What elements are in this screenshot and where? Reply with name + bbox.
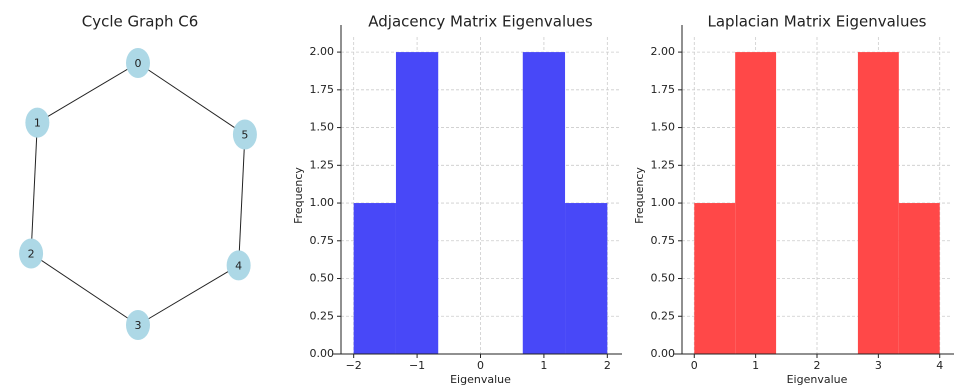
chart-title: Adjacency Matrix Eigenvalues [368, 13, 593, 31]
x-tick-label: −1 [409, 359, 425, 372]
bar [395, 52, 439, 354]
x-tick-label: −2 [346, 359, 362, 372]
chart-title: Cycle Graph C6 [82, 13, 199, 31]
bar [735, 52, 777, 354]
y-tick-label: 1.50 [310, 121, 335, 134]
edge [37, 62, 139, 124]
bar [857, 52, 899, 354]
y-tick-label: 0.00 [651, 347, 676, 360]
node [25, 107, 50, 138]
y-axis-label: Frequency [633, 167, 646, 224]
edge [30, 253, 139, 326]
y-tick-label: 1.75 [651, 83, 676, 96]
y-tick-label: 0.25 [310, 309, 335, 322]
y-tick-label: 0.00 [310, 347, 335, 360]
y-tick-label: 1.25 [310, 158, 335, 171]
y-tick-label: 0.50 [651, 272, 676, 285]
y-tick-label: 2.00 [310, 45, 335, 58]
x-axis-label: Eigenvalue [787, 373, 848, 386]
node [226, 250, 251, 281]
x-axis-label: Eigenvalue [450, 373, 511, 386]
y-tick-label: 0.75 [310, 234, 335, 247]
y-tick-label: 1.00 [310, 196, 335, 209]
node-label: 4 [235, 259, 242, 272]
node-label: 1 [34, 117, 41, 130]
node-label: 3 [135, 319, 142, 332]
edge [137, 264, 239, 326]
bar [522, 52, 566, 354]
y-axis-label: Frequency [292, 167, 305, 224]
y-tick-label: 1.25 [651, 158, 676, 171]
bar [353, 203, 396, 354]
x-tick-label: 1 [752, 359, 759, 372]
node [19, 238, 44, 269]
node-label: 2 [28, 247, 35, 260]
y-tick-label: 0.50 [310, 272, 335, 285]
node [232, 119, 257, 150]
x-tick-label: 0 [691, 359, 698, 372]
node-label: 5 [241, 129, 248, 142]
y-tick-label: 0.75 [651, 234, 676, 247]
x-tick-label: 0 [477, 359, 484, 372]
y-tick-label: 2.00 [651, 45, 676, 58]
x-tick-label: 4 [936, 359, 943, 372]
x-tick-label: 3 [875, 359, 882, 372]
node [126, 310, 150, 340]
x-tick-label: 1 [540, 359, 547, 372]
y-tick-label: 0.25 [651, 309, 676, 322]
bar [694, 203, 736, 354]
y-tick-label: 1.75 [310, 83, 335, 96]
y-tick-label: 1.50 [651, 121, 676, 134]
bar [898, 203, 940, 354]
x-tick-label: 2 [604, 359, 611, 372]
bar [565, 203, 608, 354]
edge [30, 122, 38, 254]
edge [238, 134, 246, 266]
x-tick-label: 2 [814, 359, 821, 372]
edge [137, 62, 246, 135]
node [126, 48, 150, 78]
node-label: 0 [135, 57, 142, 70]
chart-title: Laplacian Matrix Eigenvalues [708, 13, 927, 31]
y-tick-label: 1.00 [651, 196, 676, 209]
